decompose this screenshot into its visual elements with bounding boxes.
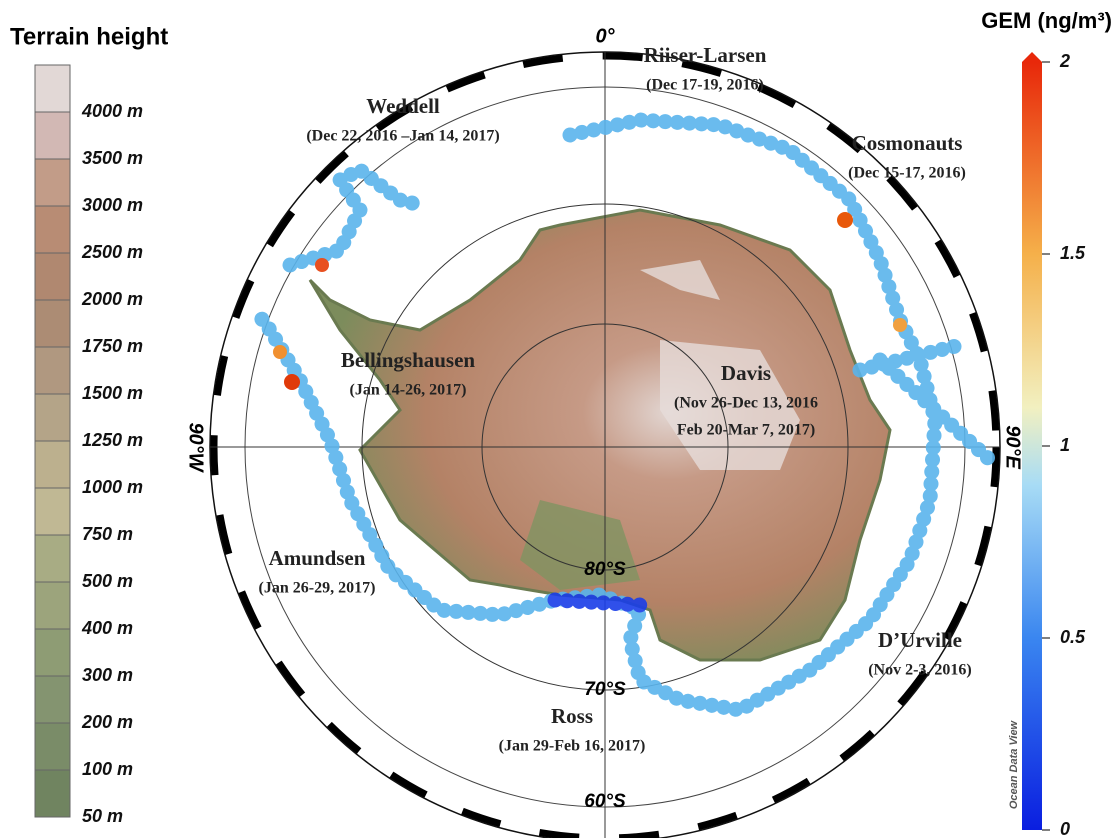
colorbar: 0 0.5 1 1.5 2 <box>1022 51 1086 838</box>
legend-label: 1250 m <box>82 430 143 450</box>
region-name: Bellingshausen <box>341 348 476 372</box>
legend-label: 400 m <box>81 618 133 638</box>
region-dates: (Nov 2-3, 2016) <box>868 662 972 679</box>
region-dates: (Jan 29-Feb 16, 2017) <box>499 738 646 755</box>
region-dates: (Jan 26-29, 2017) <box>259 580 376 597</box>
colorbar-tick-label: 1.5 <box>1060 243 1086 263</box>
region-dates: Feb 20-Mar 7, 2017) <box>677 422 815 439</box>
meridian-label: 90°W <box>185 422 207 473</box>
legend-label: 3000 m <box>82 195 143 215</box>
legend-label: 2000 m <box>81 289 143 309</box>
ship-track <box>872 352 998 468</box>
map: 0° 90°W 90°E 80°S 70°S 60°S Ocean Data V… <box>185 25 1024 838</box>
colorbar-ramp <box>1022 62 1042 830</box>
region-name: Amundsen <box>269 546 366 570</box>
legend-swatch <box>34 111 71 160</box>
watermark: Ocean Data View <box>1008 719 1020 809</box>
legend-swatch <box>34 487 71 536</box>
region-dates: (Dec 17-19, 2016) <box>646 77 764 94</box>
legend-swatch <box>34 769 71 818</box>
legend-swatch <box>34 299 71 348</box>
region-name: Riiser-Larsen <box>644 43 767 67</box>
legend-label: 50 m <box>82 806 123 826</box>
colorbar-tick-label: 1 <box>1060 435 1070 455</box>
colorbar-tick-label: 0 <box>1060 819 1070 838</box>
region-dates: (Jan 14-26, 2017) <box>350 382 467 399</box>
legend-swatch <box>34 534 71 583</box>
track-point <box>315 258 329 272</box>
meridian-label: 90°E <box>1002 425 1024 469</box>
legend-label: 300 m <box>82 665 133 685</box>
ship-track <box>282 162 428 273</box>
legend-label: 500 m <box>82 571 133 591</box>
track-point <box>284 374 300 390</box>
legend-title: Terrain height <box>10 23 168 50</box>
legend-label: 750 m <box>82 524 133 544</box>
legend-swatch <box>34 581 71 630</box>
region-dates: (Nov 26-Dec 13, 2016 <box>674 395 818 412</box>
legend-label: 2500 m <box>81 242 143 262</box>
legend-swatch <box>34 158 71 207</box>
legend-swatch <box>34 675 71 724</box>
region-dates: (Dec 15-17, 2016) <box>848 165 966 182</box>
legend-swatch <box>34 205 71 254</box>
lowland <box>520 500 640 590</box>
colorbar-extend <box>1022 52 1042 62</box>
region-name: Cosmonauts <box>852 131 963 155</box>
legend-label: 1750 m <box>82 336 143 356</box>
colorbar-title: GEM (ng/m³) <box>981 8 1112 33</box>
region-dates: (Dec 22, 2016 –Jan 14, 2017) <box>306 128 499 145</box>
region-labels: Riiser-Larsen (Dec 17-19, 2016) Weddell (De… <box>259 43 972 755</box>
legend-label: 1000 m <box>82 477 143 497</box>
region-name: Ross <box>551 704 593 728</box>
ship-track <box>247 112 943 718</box>
track-point <box>893 318 907 332</box>
colorbar-tick-label: 2 <box>1059 51 1070 71</box>
track-point <box>837 212 853 228</box>
latitude-label: 80°S <box>584 559 626 580</box>
ship-track <box>547 592 648 613</box>
track-point <box>273 345 287 359</box>
legend-swatch <box>34 393 71 442</box>
legend-label: 200 m <box>81 712 133 732</box>
high-plateau <box>640 260 800 470</box>
region-name: Weddell <box>366 94 440 118</box>
legend-label: 4000 m <box>81 101 143 121</box>
legend-swatch <box>34 628 71 677</box>
terrain-legend: 4000 m 3500 m 3000 m 2500 m 2000 m 1750 m 1500… <box>34 64 143 826</box>
latitude-label: 60°S <box>584 791 626 812</box>
region-name: Davis <box>721 361 771 385</box>
legend-swatch <box>34 722 71 771</box>
legend-swatch <box>34 64 71 113</box>
legend-swatch <box>34 440 71 489</box>
legend-label: 100 m <box>82 759 133 779</box>
legend-label: 3500 m <box>82 148 143 168</box>
legend-label: 1500 m <box>82 383 143 403</box>
region-name: D’Urville <box>878 628 962 652</box>
colorbar-tick-label: 0.5 <box>1060 627 1086 647</box>
meridian-label: 0° <box>595 25 615 47</box>
legend-swatch <box>34 252 71 301</box>
legend-swatch <box>34 346 71 395</box>
latitude-label: 70°S <box>584 679 626 700</box>
